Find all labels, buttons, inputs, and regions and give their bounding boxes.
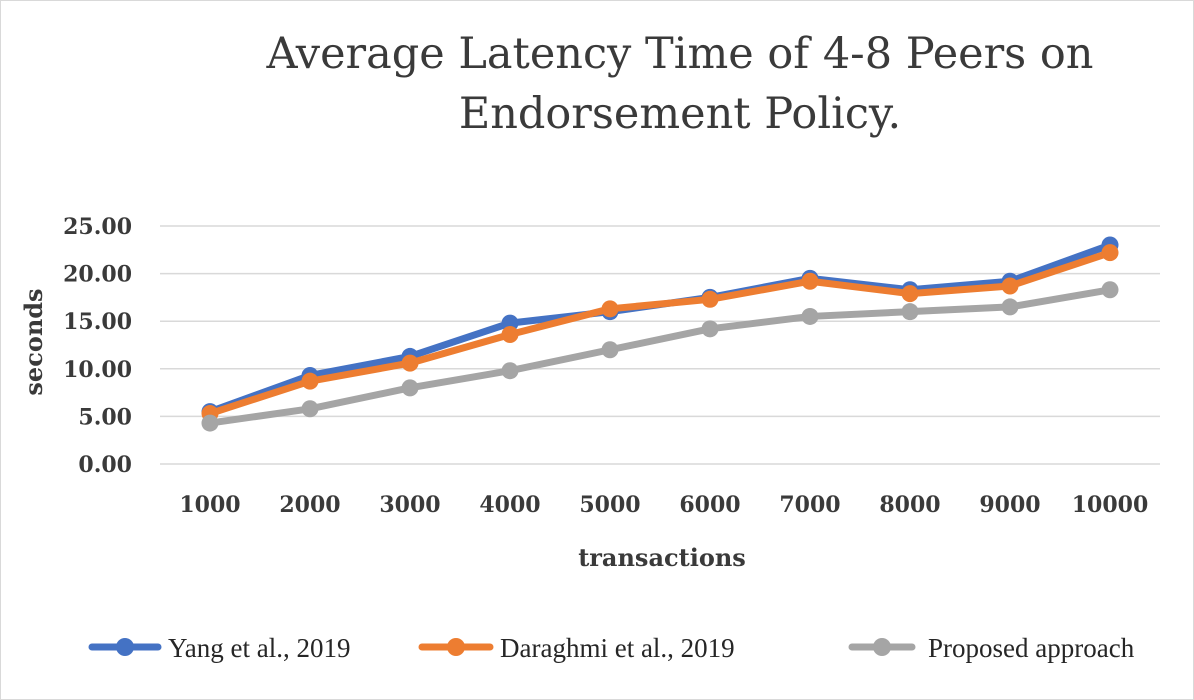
data-point — [1101, 281, 1119, 299]
y-axis-ticks: 0.00 5.00 10.00 15.00 20.00 25.00 — [63, 214, 132, 478]
x-axis-ticks: 1000 2000 3000 4000 5000 6000 7000 8000 9000 1000… — [179, 492, 1148, 518]
data-point — [501, 326, 519, 344]
data-point — [1101, 244, 1119, 262]
x-tick-label: 5000 — [579, 492, 640, 518]
chart-title-line-2: Endorsement Policy. — [459, 89, 901, 139]
data-point — [701, 290, 719, 308]
y-tick-label: 0.00 — [78, 452, 132, 478]
x-tick-label: 9000 — [979, 492, 1040, 518]
data-point — [801, 307, 819, 325]
x-axis-label: transactions — [578, 543, 746, 572]
legend-item: Daraghmi et al., 2019 — [418, 633, 735, 663]
data-point — [701, 320, 719, 338]
y-tick-label: 25.00 — [63, 214, 132, 240]
x-tick-label: 1000 — [179, 492, 240, 518]
data-point — [601, 341, 619, 359]
x-tick-label: 3000 — [379, 492, 440, 518]
legend-label: Daraghmi et al., 2019 — [500, 633, 735, 663]
gridlines — [160, 225, 1160, 465]
y-tick-label: 15.00 — [63, 309, 132, 335]
data-point — [1001, 277, 1019, 295]
x-tick-label: 8000 — [879, 492, 940, 518]
x-tick-label: 2000 — [279, 492, 340, 518]
data-point — [501, 362, 519, 380]
data-point — [901, 285, 919, 303]
data-point — [401, 354, 419, 372]
data-point — [301, 372, 319, 390]
legend-label: Proposed approach — [928, 633, 1135, 663]
series-lines — [201, 236, 1119, 432]
data-point — [401, 379, 419, 397]
series-1 — [201, 236, 1119, 421]
x-tick-label: 10000 — [1072, 492, 1149, 518]
series-2 — [201, 244, 1119, 423]
legend-swatch-marker — [447, 638, 465, 656]
legend-swatch-marker — [873, 638, 891, 656]
series-line — [206, 241, 1114, 416]
y-tick-label: 10.00 — [63, 357, 132, 383]
data-point — [301, 400, 319, 418]
legend-label: Yang et al., 2019 — [168, 633, 351, 663]
legend: Yang et al., 2019 Daraghmi et al., 2019 Pr… — [88, 633, 1135, 663]
x-tick-label: 6000 — [679, 492, 740, 518]
y-tick-label: 20.00 — [63, 262, 132, 288]
data-point — [801, 272, 819, 290]
series-3 — [201, 281, 1119, 432]
data-point — [201, 414, 219, 432]
y-tick-label: 5.00 — [78, 404, 132, 430]
x-tick-label: 4000 — [479, 492, 540, 518]
chart-title-line-1: Average Latency Time of 4-8 Peers on — [265, 29, 1093, 79]
x-tick-label: 7000 — [779, 492, 840, 518]
legend-item: Proposed approach — [848, 633, 1135, 663]
data-point — [1001, 298, 1019, 316]
series-line — [206, 249, 1114, 418]
data-point — [901, 303, 919, 321]
series-line — [206, 286, 1114, 427]
data-point — [601, 300, 619, 318]
legend-swatch-marker — [116, 638, 134, 656]
y-axis-label: seconds — [19, 288, 48, 395]
legend-item: Yang et al., 2019 — [88, 633, 351, 663]
